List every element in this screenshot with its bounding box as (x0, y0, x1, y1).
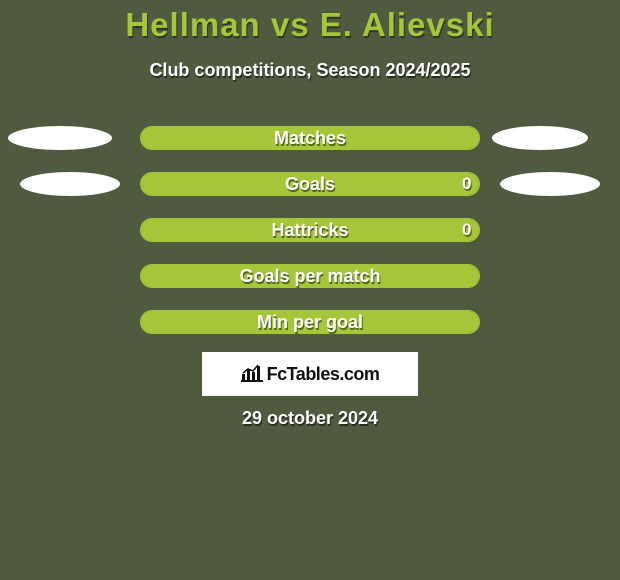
date-label: 29 october 2024 (0, 408, 620, 429)
source-banner-text: FcTables.com (267, 364, 380, 385)
stat-bar-track (140, 218, 480, 242)
left-value-ellipse (20, 172, 120, 196)
stat-row: Hattricks0 (0, 210, 620, 256)
page-subtitle: Club competitions, Season 2024/2025 (0, 60, 620, 81)
right-value-ellipse (500, 172, 600, 196)
stat-row: Matches (0, 118, 620, 164)
stat-bar-fill (141, 173, 479, 195)
chart-icon (241, 364, 263, 384)
comparison-rows: MatchesGoals0Hattricks0Goals per matchMi… (0, 118, 620, 348)
stat-bar-track (140, 172, 480, 196)
stat-bar-fill (141, 265, 479, 287)
stat-row: Goals0 (0, 164, 620, 210)
source-banner: FcTables.com (202, 352, 418, 396)
stat-bar-fill (141, 219, 479, 241)
page-title: Hellman vs E. Alievski (0, 0, 620, 44)
stat-bar-track (140, 264, 480, 288)
stat-bar-track (140, 310, 480, 334)
left-value-ellipse (8, 126, 112, 150)
stat-row: Min per goal (0, 302, 620, 348)
right-value-ellipse (492, 126, 588, 150)
stat-row: Goals per match (0, 256, 620, 302)
stat-bar-track (140, 126, 480, 150)
stat-bar-fill (141, 311, 479, 333)
stat-bar-fill (141, 127, 479, 149)
